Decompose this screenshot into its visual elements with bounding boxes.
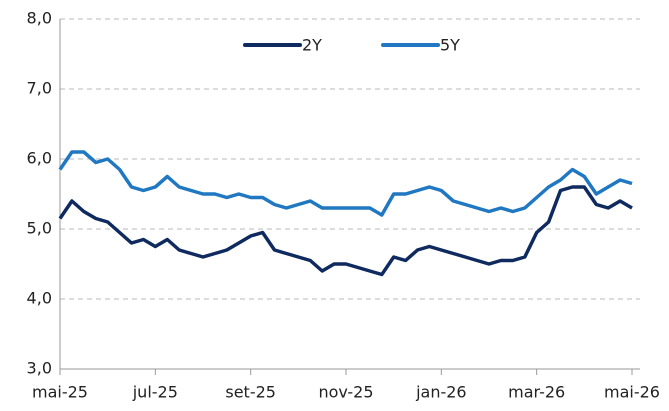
legend-label: 2Y	[302, 36, 322, 55]
y-tick-label: 7,0	[27, 79, 52, 98]
y-tick-label: 6,0	[27, 149, 52, 168]
legend-label: 5Y	[440, 36, 460, 55]
y-tick-label: 4,0	[27, 289, 52, 308]
x-tick-label: jan-26	[415, 383, 467, 402]
x-tick-label: mar-26	[508, 383, 565, 402]
series-line	[58, 185, 633, 277]
y-tick-label: 8,0	[27, 9, 52, 28]
x-tick-label: mai-26	[604, 383, 660, 402]
x-tick-label: jul-25	[132, 383, 178, 402]
y-tick-label: 3,0	[27, 359, 52, 378]
series-line	[58, 150, 633, 217]
x-tick-label: set-25	[225, 383, 276, 402]
y-tick-label: 5,0	[27, 219, 52, 238]
x-tick-label: mai-25	[32, 383, 88, 402]
x-tick-label: nov-25	[318, 383, 373, 402]
